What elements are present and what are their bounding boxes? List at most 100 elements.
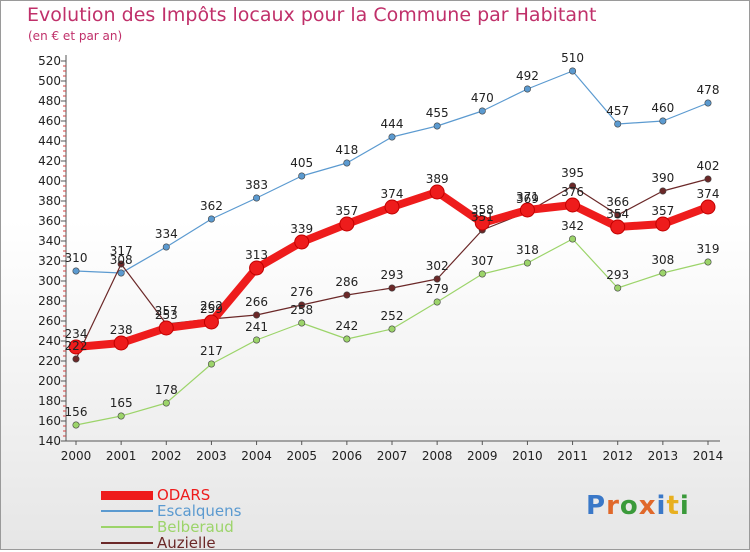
y-tick-label: 140 bbox=[38, 434, 61, 448]
data-label-odars: 313 bbox=[245, 248, 268, 262]
data-label-odars: 357 bbox=[651, 204, 674, 218]
data-point-auzielle bbox=[253, 311, 261, 319]
data-point-belberaud bbox=[298, 319, 306, 327]
legend-label: Escalquens bbox=[157, 502, 242, 520]
x-tick-label: 2002 bbox=[151, 449, 182, 463]
data-point-belberaud bbox=[659, 269, 667, 277]
data-point-auzielle bbox=[614, 211, 622, 219]
data-label-escalquens: 510 bbox=[561, 51, 584, 65]
legend-swatch bbox=[101, 526, 153, 528]
data-label-escalquens: 470 bbox=[471, 91, 494, 105]
data-label-odars: 389 bbox=[426, 172, 449, 186]
data-label-escalquens: 455 bbox=[426, 106, 449, 120]
data-point-belberaud bbox=[343, 335, 351, 343]
y-tick-label: 240 bbox=[38, 334, 61, 348]
data-label-escalquens: 460 bbox=[651, 101, 674, 115]
x-tick-label: 2014 bbox=[693, 449, 724, 463]
data-point-belberaud bbox=[704, 258, 712, 266]
x-tick-label: 2013 bbox=[648, 449, 679, 463]
legend-item-auzielle: Auzielle bbox=[101, 534, 241, 552]
data-label-auzielle: 266 bbox=[245, 295, 268, 309]
data-label-odars: 376 bbox=[561, 185, 584, 199]
y-tick-label: 200 bbox=[38, 374, 61, 388]
data-label-odars: 259 bbox=[200, 302, 223, 316]
data-point-odars bbox=[113, 335, 129, 351]
logo-letter: r bbox=[606, 491, 620, 521]
data-label-belberaud: 318 bbox=[516, 243, 539, 257]
data-label-belberaud: 241 bbox=[245, 320, 268, 334]
data-point-auzielle bbox=[388, 284, 396, 292]
y-tick-label: 520 bbox=[38, 54, 61, 68]
data-label-belberaud: 217 bbox=[200, 344, 223, 358]
data-label-belberaud: 342 bbox=[561, 219, 584, 233]
data-label-escalquens: 308 bbox=[110, 253, 133, 267]
y-tick-label: 300 bbox=[38, 274, 61, 288]
data-label-belberaud: 308 bbox=[651, 253, 674, 267]
legend-label: Belberaud bbox=[157, 518, 234, 536]
x-tick-label: 2006 bbox=[332, 449, 363, 463]
y-tick-label: 340 bbox=[38, 234, 61, 248]
logo-letter: o bbox=[619, 491, 639, 521]
chart-title: Evolution des Impôts locaux pour la Comm… bbox=[27, 4, 597, 26]
legend-item-belberaud: Belberaud bbox=[101, 518, 241, 536]
data-label-escalquens: 418 bbox=[335, 143, 358, 157]
data-point-escalquens bbox=[433, 122, 441, 130]
data-label-auzielle: 286 bbox=[335, 275, 358, 289]
data-label-belberaud: 252 bbox=[381, 309, 404, 323]
x-tick-label: 2007 bbox=[377, 449, 408, 463]
data-label-odars: 358 bbox=[471, 203, 494, 217]
data-label-escalquens: 478 bbox=[697, 83, 720, 97]
data-label-odars: 371 bbox=[516, 190, 539, 204]
data-label-escalquens: 362 bbox=[200, 199, 223, 213]
data-point-odars bbox=[655, 216, 671, 232]
data-point-escalquens bbox=[72, 267, 80, 275]
y-tick-label: 460 bbox=[38, 114, 61, 128]
data-point-escalquens bbox=[343, 159, 351, 167]
data-label-belberaud: 319 bbox=[697, 242, 720, 256]
data-point-odars bbox=[519, 202, 535, 218]
data-point-auzielle bbox=[298, 301, 306, 309]
logo-letter: t bbox=[666, 491, 680, 521]
data-label-auzielle: 293 bbox=[381, 268, 404, 282]
data-point-auzielle bbox=[704, 175, 712, 183]
data-point-belberaud bbox=[433, 298, 441, 306]
data-label-auzielle: 276 bbox=[290, 285, 313, 299]
data-label-belberaud: 178 bbox=[155, 383, 178, 397]
data-point-escalquens bbox=[704, 99, 712, 107]
proxiti-logo: Proxiti bbox=[586, 491, 690, 521]
y-tick-label: 480 bbox=[38, 94, 61, 108]
data-label-auzielle: 257 bbox=[155, 304, 178, 318]
series-line-escalquens bbox=[75, 70, 709, 274]
data-label-odars: 374 bbox=[697, 187, 720, 201]
x-tick-label: 2003 bbox=[196, 449, 227, 463]
y-tick-label: 260 bbox=[38, 314, 61, 328]
legend-swatch bbox=[101, 510, 153, 512]
data-point-auzielle bbox=[343, 291, 351, 299]
legend-item-escalquens: Escalquens bbox=[101, 502, 242, 520]
data-point-auzielle bbox=[433, 275, 441, 283]
data-point-odars bbox=[565, 197, 581, 213]
data-label-odars: 253 bbox=[155, 308, 178, 322]
data-label-auzielle: 390 bbox=[651, 171, 674, 185]
y-tick-label: 280 bbox=[38, 294, 61, 308]
data-point-odars bbox=[339, 216, 355, 232]
data-point-escalquens bbox=[162, 243, 170, 251]
data-label-auzielle: 402 bbox=[697, 159, 720, 173]
data-label-auzielle: 351 bbox=[471, 210, 494, 224]
x-tick-label: 2001 bbox=[106, 449, 137, 463]
data-point-belberaud bbox=[614, 284, 622, 292]
legend-swatch bbox=[101, 542, 153, 544]
data-label-belberaud: 293 bbox=[606, 268, 629, 282]
data-point-belberaud bbox=[117, 412, 125, 420]
data-point-escalquens bbox=[207, 215, 215, 223]
chart-legend: ODARS Escalquens Belberaud Auzielle bbox=[101, 486, 242, 552]
y-tick-label: 500 bbox=[38, 74, 61, 88]
data-label-escalquens: 444 bbox=[381, 117, 404, 131]
data-point-auzielle bbox=[72, 355, 80, 363]
data-point-auzielle bbox=[659, 187, 667, 195]
data-label-auzielle: 302 bbox=[426, 259, 449, 273]
y-tick-label: 380 bbox=[38, 194, 61, 208]
data-label-belberaud: 165 bbox=[110, 396, 133, 410]
